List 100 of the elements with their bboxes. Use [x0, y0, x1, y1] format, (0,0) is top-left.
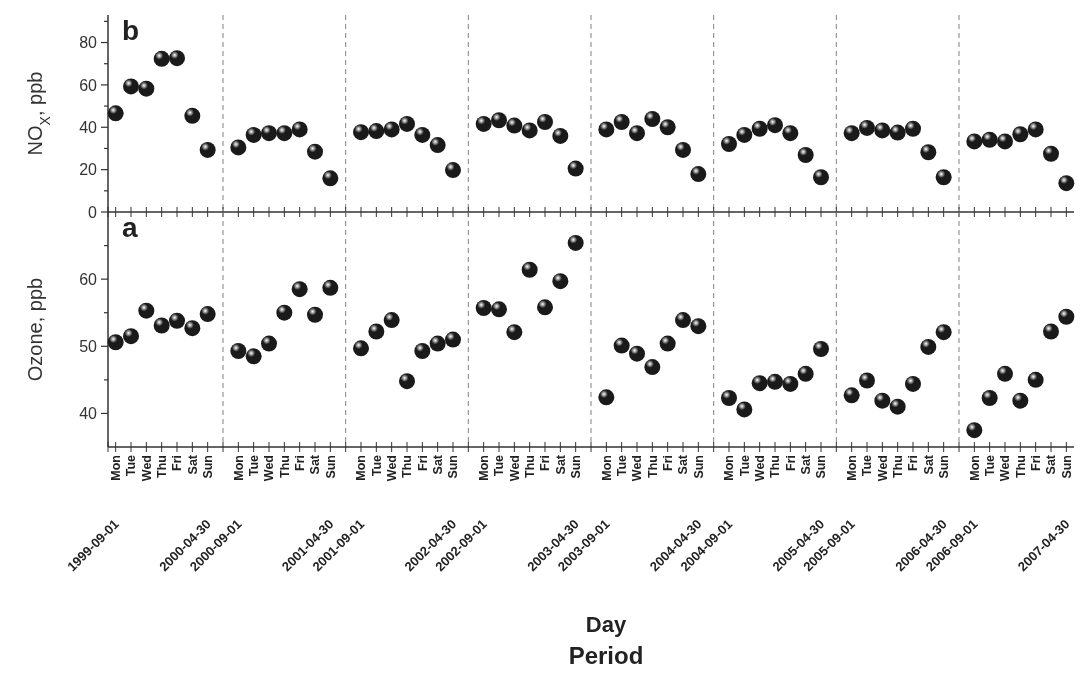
point [767, 373, 783, 390]
x-tick-label: Thu [645, 455, 660, 478]
point [322, 279, 339, 296]
point [751, 375, 768, 392]
point [1058, 175, 1075, 192]
x-tick-label: Fri [1029, 455, 1044, 471]
point [598, 389, 615, 406]
point [736, 401, 753, 418]
x-tick-label: Mon [109, 455, 124, 481]
point [629, 345, 645, 362]
point [537, 113, 553, 130]
x-tick-label: Tue [860, 454, 875, 477]
x-tick-label: Sun [446, 455, 461, 479]
x-tick-label: Tue [247, 454, 262, 477]
x-tick-label: Sat [799, 454, 814, 475]
x-tick-label: Wed [385, 455, 400, 482]
point [859, 372, 875, 389]
chart-title: b [122, 15, 140, 46]
point [199, 306, 216, 323]
point [874, 122, 891, 139]
point [1058, 308, 1075, 325]
point [751, 120, 768, 137]
point [383, 312, 400, 329]
point [659, 335, 676, 352]
point [997, 365, 1013, 382]
point [276, 125, 293, 142]
x-tick-label: Sat [553, 454, 568, 475]
point [675, 141, 691, 158]
x-tick-label: Mon [599, 455, 614, 481]
x-tick-label: Sun [569, 455, 584, 479]
point [905, 375, 921, 392]
point [399, 115, 415, 132]
point [353, 340, 369, 357]
point [368, 323, 385, 340]
x-tick-label: Sat [676, 454, 691, 475]
point [981, 389, 998, 406]
x-tick-label: Fri [906, 455, 921, 471]
point [291, 121, 308, 138]
point [629, 125, 645, 142]
point [138, 302, 155, 319]
point [199, 141, 216, 158]
x-tick-label: Mon [354, 455, 369, 481]
point [659, 119, 676, 136]
point [813, 169, 829, 186]
x-tick-label: Thu [768, 455, 783, 478]
x-tick-label: Thu [400, 455, 415, 478]
point [997, 133, 1013, 150]
x-tick-label: Sat [185, 454, 200, 475]
y-tick-label: 60 [79, 270, 98, 288]
point [414, 126, 431, 143]
y-axis-title: Ozone, ppb [24, 277, 46, 382]
chart-title: a [122, 212, 138, 243]
x-tick-label: Wed [139, 455, 154, 482]
point [905, 120, 921, 137]
point [383, 121, 400, 138]
point [889, 398, 906, 415]
x-tick-label: Fri [293, 455, 308, 471]
point [521, 122, 538, 139]
point [1012, 126, 1029, 143]
point [245, 126, 262, 143]
point [368, 123, 385, 140]
point [935, 324, 952, 341]
point [230, 342, 247, 359]
point [797, 147, 814, 164]
point [935, 169, 952, 186]
point [307, 306, 323, 323]
x-tick-label: Tue [369, 454, 384, 477]
point [721, 136, 737, 152]
y-tick-label: 20 [79, 161, 98, 179]
point [491, 112, 507, 129]
point [1043, 323, 1059, 340]
x-tick-label: Sun [937, 455, 952, 479]
point [797, 365, 814, 382]
x-tick-label: Sat [431, 454, 446, 475]
point [1012, 392, 1029, 409]
x-tick-label: Wed [507, 455, 522, 482]
y-tick-label: 40 [79, 118, 98, 136]
point [859, 119, 875, 136]
x-tick-label: Tue [615, 454, 630, 477]
x-tick-label: Tue [492, 454, 507, 477]
point [552, 127, 569, 144]
y-tick-label: 60 [79, 76, 98, 94]
point [521, 261, 538, 278]
point [920, 144, 937, 161]
x-tick-label: Sun [814, 455, 829, 479]
x-tick-label: Thu [155, 455, 170, 478]
x-axis-title: Day [585, 612, 627, 637]
point [782, 375, 799, 392]
point [475, 300, 492, 317]
x-tick-label: Fri [538, 455, 553, 471]
point [429, 137, 446, 154]
point [475, 115, 492, 132]
x-tick-label: Sat [1044, 454, 1059, 475]
x-tick-label: Fri [661, 455, 676, 471]
x-tick-label: Sat [921, 454, 936, 475]
point [1027, 121, 1044, 138]
y-tick-label: 0 [88, 203, 98, 221]
x-tick-label: Mon [845, 455, 860, 481]
point [644, 111, 661, 128]
point [843, 387, 860, 404]
